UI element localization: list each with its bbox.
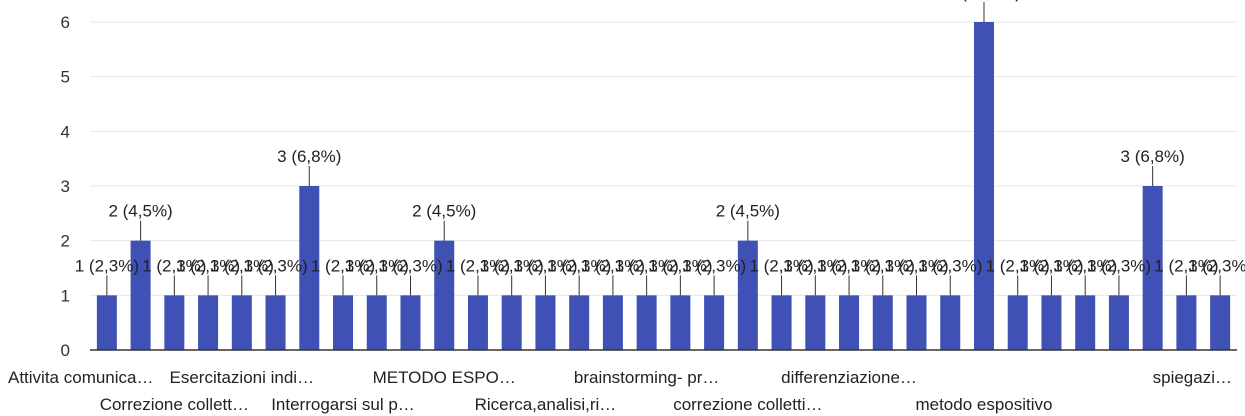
data-label: 1 (2,3%) [547,256,611,275]
x-tick-label: metodo espositivo [915,395,1052,414]
data-labels: 1 (2,3%)2 (4,5%)1 (2,3%)1 (2,3%)1 (2,3%)… [75,0,1245,275]
data-label: 1 (2,3%) [682,256,746,275]
bar [771,295,792,350]
data-label: 3 (6,8%) [277,147,341,166]
label-leaders [106,2,1221,296]
bar [1041,295,1062,350]
bar [231,295,252,350]
data-label: 1 (2,3%) [1154,256,1218,275]
data-label: 2 (4,5%) [716,202,780,221]
x-tick-label: Esercitazioni indi… [170,368,315,387]
x-tick-label: correzione colletti… [673,395,822,414]
bar [366,295,387,350]
bar [501,295,522,350]
bar [1142,186,1163,350]
data-label: 1 (2,3%) [615,256,679,275]
data-label: 1 (2,3%) [1053,256,1117,275]
bar [839,295,860,350]
data-label: 1 (2,3%) [243,256,307,275]
bar [737,240,758,350]
bar [130,240,151,350]
bar [535,295,556,350]
bar [940,295,961,350]
bar [704,295,725,350]
data-label: 1 (2,3%) [817,256,881,275]
data-label: 1 (2,3%) [378,256,442,275]
data-label: 1 (2,3%) [513,256,577,275]
data-label: 1 (2,3%) [210,256,274,275]
bar [973,22,994,350]
bar [569,295,590,350]
bar [96,295,117,350]
data-label: 1 (2,3%) [176,256,240,275]
data-label: 1 (2,3%) [311,256,375,275]
data-label: 1 (2,3%) [884,256,948,275]
y-tick-label: 5 [61,68,70,87]
x-tick-label: brainstorming- pr… [574,368,720,387]
bar [265,295,286,350]
data-label: 1 (2,3%) [1087,256,1151,275]
bar [299,186,320,350]
data-label: 1 (2,3%) [446,256,510,275]
data-label: 1 (2,3%) [851,256,915,275]
data-label: 1 (2,3%) [345,256,409,275]
y-tick-label: 3 [61,177,70,196]
bar [198,295,219,350]
bar [1210,295,1231,350]
y-axis-ticks: 0 1 2 3 4 5 6 [61,13,70,360]
y-tick-label: 6 [61,13,70,32]
bar [400,295,421,350]
bar [1007,295,1028,350]
bar [1075,295,1096,350]
bar [164,295,185,350]
bars [96,22,1231,350]
bar [1176,295,1197,350]
y-tick-label: 4 [61,122,70,141]
data-label: 2 (4,5%) [412,202,476,221]
bar [333,295,354,350]
data-label: 1 (2,3%) [75,256,139,275]
x-tick-label: METODO ESPO… [373,368,516,387]
y-tick-label: 2 [61,232,70,251]
data-label: 1 (2,3%) [1019,256,1083,275]
bar [872,295,893,350]
bar [602,295,623,350]
data-label: 6 (13,6%) [947,0,1021,2]
bar [906,295,927,350]
bar [434,240,455,350]
data-label: 3 (6,8%) [1121,147,1185,166]
x-tick-label: Correzione collett… [100,395,249,414]
gridlines [90,21,1237,296]
y-tick-label: 0 [61,341,70,360]
data-label: 2 (4,5%) [108,202,172,221]
bar [636,295,657,350]
x-tick-label: Ricerca,analisi,ri… [475,395,617,414]
data-label: 1 (2,3%) [480,256,544,275]
data-label: 1 (2,3%) [142,256,206,275]
bar [467,295,488,350]
data-label: 1 (2,3%) [648,256,712,275]
data-label: 1 (2,3%) [918,256,982,275]
x-axis-labels: Attivita comunica… Esercitazioni indi… MET… [8,368,1232,414]
x-tick-label: spiegazi… [1153,368,1232,387]
bar [1108,295,1129,350]
data-label: 1 (2,3%) [1188,256,1245,275]
data-label: 1 (2,3%) [581,256,645,275]
y-tick-label: 1 [61,286,70,305]
data-label: 1 (2,3%) [783,256,847,275]
x-tick-label: Interrogarsi sul p… [271,395,415,414]
data-label: 1 (2,3%) [986,256,1050,275]
bar [670,295,691,350]
x-tick-label: differenziazione… [781,368,917,387]
x-tick-label: Attivita comunica… [8,368,154,387]
data-label: 1 (2,3%) [749,256,813,275]
bar [805,295,826,350]
